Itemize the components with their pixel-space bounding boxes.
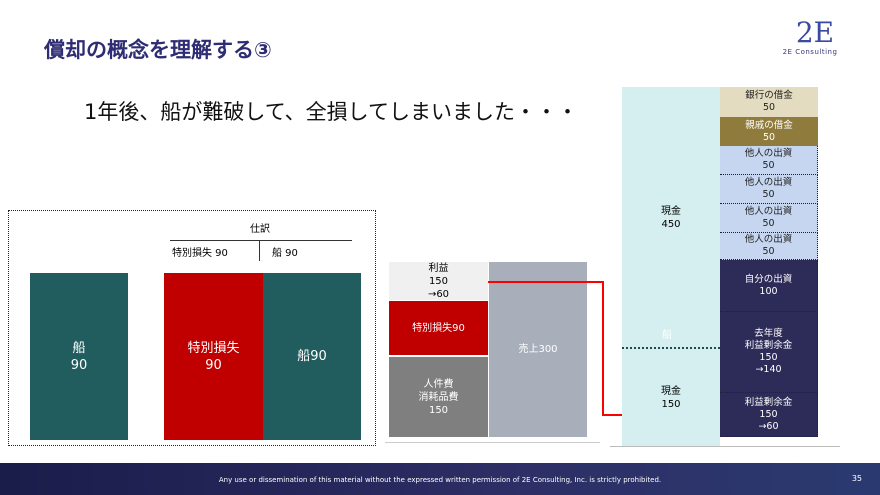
footer-notice: Any use or dissemination of this materia… bbox=[218, 476, 662, 484]
pl-profit: 利益 150 →60 bbox=[389, 262, 488, 300]
pl-costs: 人件費 消耗品費 150 bbox=[389, 357, 488, 437]
pl-sales: 売上300 bbox=[489, 262, 587, 437]
bs-item: 銀行の借金 50 bbox=[720, 87, 818, 117]
pl-loss: 特別損失90 bbox=[389, 301, 488, 355]
bs-assets bbox=[622, 87, 720, 446]
footer-bar bbox=[0, 463, 880, 495]
bs-ship-hidden: 船 bbox=[662, 330, 672, 341]
logo-name: 2E Consulting bbox=[782, 48, 838, 56]
journal-panel bbox=[8, 210, 376, 446]
page-title: 償却の概念を理解する③ bbox=[44, 38, 272, 62]
bs-cash-top: 現金 450 bbox=[661, 205, 681, 230]
bs-item: 去年度 利益剰余金 150 →140 bbox=[720, 312, 818, 393]
bs-cash-bottom: 現金 150 bbox=[661, 385, 681, 410]
bs-item: 利益剰余金 150 →60 bbox=[720, 393, 818, 437]
journal-divider bbox=[259, 241, 260, 261]
journal-header: 仕訳 bbox=[250, 224, 270, 235]
bs-item: 親戚の借金 50 bbox=[720, 117, 818, 146]
bs-liabilities: 銀行の借金 50 親戚の借金 50 他人の出資 50 他人の出資 50 他人の出資 50… bbox=[720, 87, 818, 437]
bs-item: 自分の出資 100 bbox=[720, 260, 818, 312]
bs-item: 他人の出資 50 bbox=[720, 233, 818, 260]
page-number: 35 bbox=[851, 474, 862, 483]
logo: 2E 2E Consulting bbox=[770, 16, 860, 57]
loss-box: 特別損失 90 bbox=[164, 273, 263, 440]
bs-item: 他人の出資 50 bbox=[720, 146, 818, 175]
bs-asset-divider bbox=[622, 347, 720, 349]
bs-baseline bbox=[610, 446, 840, 447]
bs-item: 他人の出資 50 bbox=[720, 175, 818, 204]
logo-mark: 2E bbox=[795, 16, 835, 49]
journal-credit: 船 90 bbox=[272, 248, 298, 259]
journal-line bbox=[170, 240, 352, 241]
ship-credit-box: 船90 bbox=[263, 273, 361, 440]
pl-baseline bbox=[385, 442, 600, 443]
ship-box: 船 90 bbox=[30, 273, 128, 440]
bs-item: 他人の出資 50 bbox=[720, 204, 818, 233]
subtitle: 1年後、船が難破して、全損してしまいました・・・ bbox=[84, 100, 579, 124]
journal-debit: 特別損失 90 bbox=[172, 248, 228, 259]
